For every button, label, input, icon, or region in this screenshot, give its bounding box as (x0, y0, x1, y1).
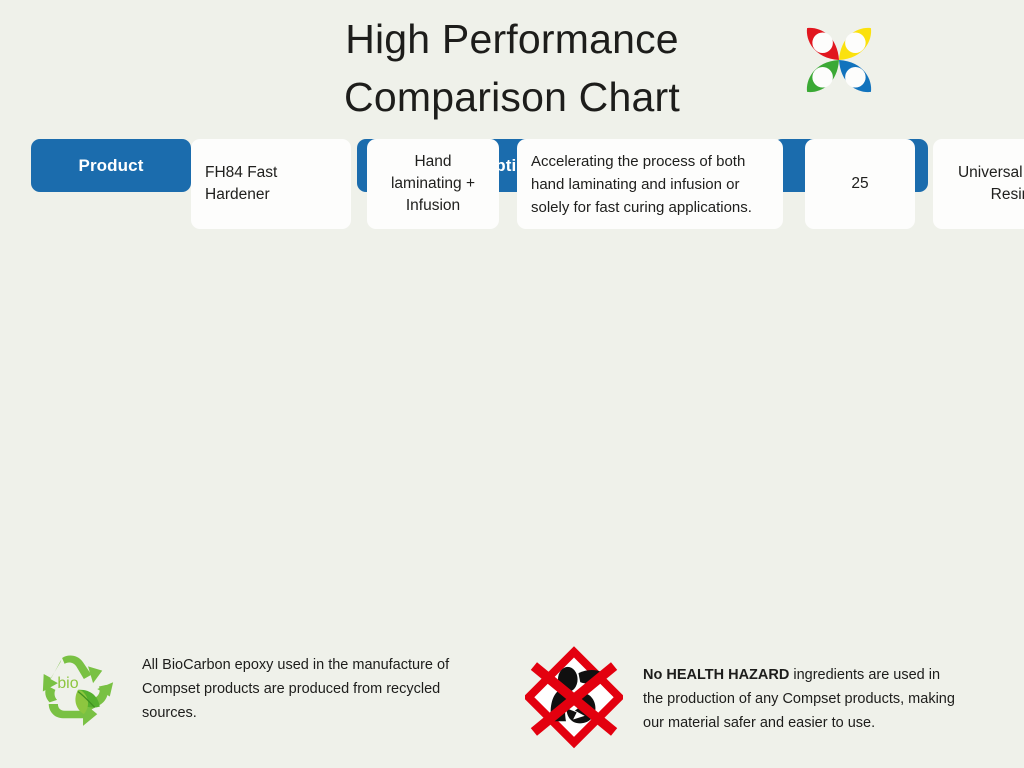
hazard-note: No HEALTH HAZARD ingredients are used in… (522, 644, 995, 754)
bio-recycling-icon: bio (36, 648, 120, 730)
column-gap (499, 139, 517, 239)
page-title-line-1: High Performance (345, 16, 679, 62)
bio-note: bio All BioCarbon epoxy used in the manu… (36, 648, 456, 730)
column-header-product: Product (31, 139, 191, 192)
four-petal-pinwheel-logo (797, 18, 881, 102)
table-row: FH84 Fast Hardener Hand laminating + Inf… (191, 139, 1024, 239)
column-gap (915, 139, 933, 239)
cell-product: FH84 Fast Hardener (191, 139, 351, 229)
bio-icon-label: bio (57, 675, 78, 692)
page-title: High Performance Comparison Chart (0, 10, 1024, 126)
cell-type: Hand laminating + Infusion (367, 139, 499, 229)
bio-note-text: All BioCarbon epoxy used in the manufact… (142, 657, 450, 721)
comparison-table: Product Type Description Work Time (mins… (31, 139, 1024, 251)
hazard-note-rest: ingredients are used in the production o… (643, 667, 955, 731)
cell-description: Accelerating the process of both hand la… (517, 139, 783, 229)
hazard-note-text: No HEALTH HAZARD ingredients are used in… (643, 663, 963, 735)
hazard-note-emphasis: No HEALTH HAZARD (643, 667, 790, 683)
cell-resin: Universal B175 Resin (933, 139, 1024, 229)
no-health-hazard-icon (522, 644, 626, 754)
column-gap (351, 139, 367, 239)
page-header: High Performance Comparison Chart (0, 0, 1024, 122)
column-gap (783, 139, 805, 239)
page-footer: bio All BioCarbon epoxy used in the manu… (0, 636, 1024, 768)
page-title-line-2: Comparison Chart (344, 74, 680, 120)
table-header-row: Product Type Description Work Time (mins… (31, 139, 928, 239)
cell-work-time: 25 (805, 139, 915, 229)
